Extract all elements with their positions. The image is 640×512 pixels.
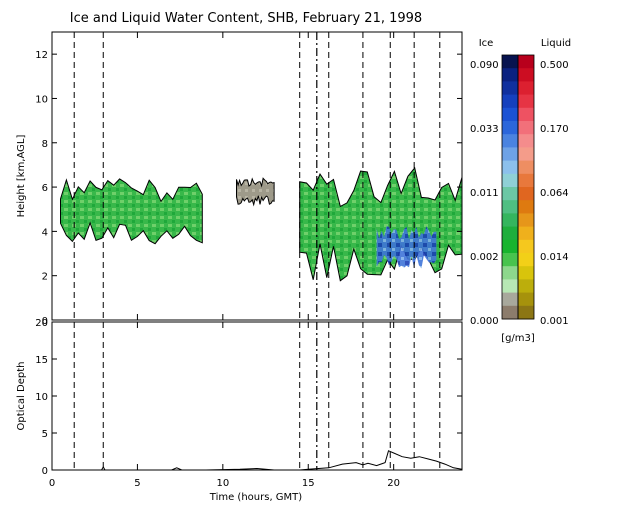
top-y-tick-label: 0: [42, 316, 48, 327]
colorbar-ice-tick-label: 0.011: [470, 188, 499, 199]
cloud-layer: [60, 178, 203, 245]
bottom-y-axis: 0 5 10 15 20: [35, 318, 462, 477]
colorbar-liquid-swatch: [518, 68, 534, 82]
colorbar-liquid-swatch: [518, 266, 534, 280]
colorbar-liquid-tick-label: 0.001: [540, 316, 569, 327]
top-y-tick-label: 2: [42, 272, 48, 283]
colorbar-liquid-swatch: [518, 134, 534, 148]
colorbar-ice-swatch: [502, 173, 518, 188]
bottom-x-tick-label: 20: [387, 478, 400, 489]
colorbar-liquid-swatch: [518, 55, 534, 69]
colorbar-units: [g/m3]: [501, 333, 535, 344]
bottom-x-tick-label: 0: [49, 478, 55, 489]
colorbar-ice-swatch: [502, 107, 518, 122]
colorbar-ice-swatch: [502, 55, 518, 69]
colorbar-liquid-swatch: [518, 160, 534, 175]
bottom-time-markers: [73, 322, 441, 470]
colorbar-ice-swatch: [502, 134, 518, 148]
colorbar-liquid-tick-label: 0.014: [540, 252, 569, 263]
top-time-markers: [73, 32, 441, 320]
colorbar-ice-swatch: [502, 147, 518, 162]
colorbar-ice-swatch: [502, 94, 518, 109]
colorbar-liquid-tick-label: 0.500: [540, 60, 569, 71]
colorbar-ice-swatch: [502, 160, 518, 175]
colorbar-liquid-swatch: [518, 305, 534, 320]
top-y-axis: 0 2 4 6 8 10 12: [35, 50, 462, 327]
bottom-y-tick-label: 10: [35, 392, 48, 403]
cloud-core-high-ice: [376, 226, 437, 269]
colorbar-ice-swatch: [502, 226, 518, 241]
cloud-layer: [299, 166, 463, 282]
bottom-panel-frame: [51, 321, 463, 471]
colorbar-liquid-swatch: [518, 239, 534, 254]
colorbar-ice-label: Ice: [479, 38, 494, 49]
top-y-tick-label: 8: [42, 139, 48, 150]
colorbar-ice-swatch: [502, 81, 518, 96]
bottom-x-tick-label: 5: [134, 478, 140, 489]
colorbar-liquid-swatch: [518, 187, 534, 201]
colorbar-ice-swatch: [502, 279, 518, 294]
bottom-x-tick-label: 15: [302, 478, 315, 489]
colorbar-ice-swatch: [502, 187, 518, 201]
colorbar-ice-swatch: [502, 266, 518, 280]
colorbar-liquid-tick-label: 0.064: [540, 188, 569, 199]
colorbar-ice-swatch: [502, 253, 518, 267]
colorbar-liquid-swatch: [518, 147, 534, 162]
bottom-panel: 0 5 10 15 20 0 5 10 15 20 Optical Depth Time (ho…: [16, 318, 463, 503]
colorbar-liquid-tick-label: 0.170: [540, 124, 569, 135]
colorbar-ice-tick-label: 0.090: [470, 60, 499, 71]
colorbar-ice-swatch: [502, 305, 518, 320]
optical-depth-line: [52, 450, 463, 471]
colorbar-liquid-swatch: [518, 94, 534, 109]
bottom-y-tick-label: 0: [42, 466, 48, 477]
bottom-y-axis-label: Optical Depth: [16, 362, 27, 431]
colorbar-liquid-swatch: [518, 107, 534, 122]
bottom-x-tick-label: 10: [216, 478, 229, 489]
colorbar-ice-swatch: [502, 200, 518, 214]
bottom-y-tick-label: 15: [35, 355, 48, 366]
x-axis-label: Time (hours, GMT): [209, 492, 303, 503]
colorbar-liquid-swatch: [518, 81, 534, 96]
top-y-tick-label: 10: [35, 94, 48, 105]
cloud-field: [60, 166, 463, 282]
top-y-tick-label: 4: [42, 227, 48, 238]
colorbar-ice-tick-label: 0.000: [470, 316, 499, 327]
colorbar-liquid-swatch: [518, 292, 534, 307]
bottom-y-tick-label: 20: [35, 318, 48, 329]
colorbar-ice-swatch: [502, 121, 518, 135]
colorbar-ticks: 0.090 0.033 0.011 0.002 0.000 0.500 0.170 0.064…: [470, 60, 569, 327]
colorbar-ice-swatch: [502, 213, 518, 228]
top-y-tick-label: 12: [35, 50, 48, 61]
colorbar-ice-tick-label: 0.033: [470, 124, 499, 135]
colorbar-liquid-swatch: [518, 173, 534, 188]
colorbar-liquid-swatch: [518, 253, 534, 267]
bottom-x-axis: 0 5 10 15 20: [49, 322, 400, 489]
colorbar-liquid: [518, 55, 534, 320]
colorbar-liquid-swatch: [518, 213, 534, 228]
top-panel-frame: [51, 31, 463, 321]
colorbar-ice-swatch: [502, 292, 518, 307]
top-panel: 0 2 4 6 8 10 12 Height [km,AGL]: [16, 31, 463, 327]
colorbar-ice: [502, 55, 518, 320]
colorbar-ice-tick-label: 0.002: [470, 252, 499, 263]
top-y-axis-label: Height [km,AGL]: [16, 135, 27, 218]
colorbar-group: Ice Liquid 0.090 0.033 0.011 0.002 0.000 0.50…: [470, 38, 571, 344]
colorbar-liquid-swatch: [518, 200, 534, 214]
bottom-y-tick-label: 5: [42, 429, 48, 440]
colorbar-liquid-swatch: [518, 226, 534, 241]
colorbar-ice-swatch: [502, 239, 518, 254]
top-x-axis: [51, 32, 395, 320]
cloud-layer: [236, 177, 275, 207]
colorbar-ice-swatch: [502, 68, 518, 82]
colorbar-liquid-label: Liquid: [541, 38, 571, 49]
top-y-tick-label: 6: [42, 183, 48, 194]
colorbar-liquid-swatch: [518, 121, 534, 135]
colorbar-liquid-frame: [517, 54, 535, 320]
colorbar-liquid-swatch: [518, 279, 534, 294]
chart-title: Ice and Liquid Water Content, SHB, Febru…: [70, 11, 422, 26]
